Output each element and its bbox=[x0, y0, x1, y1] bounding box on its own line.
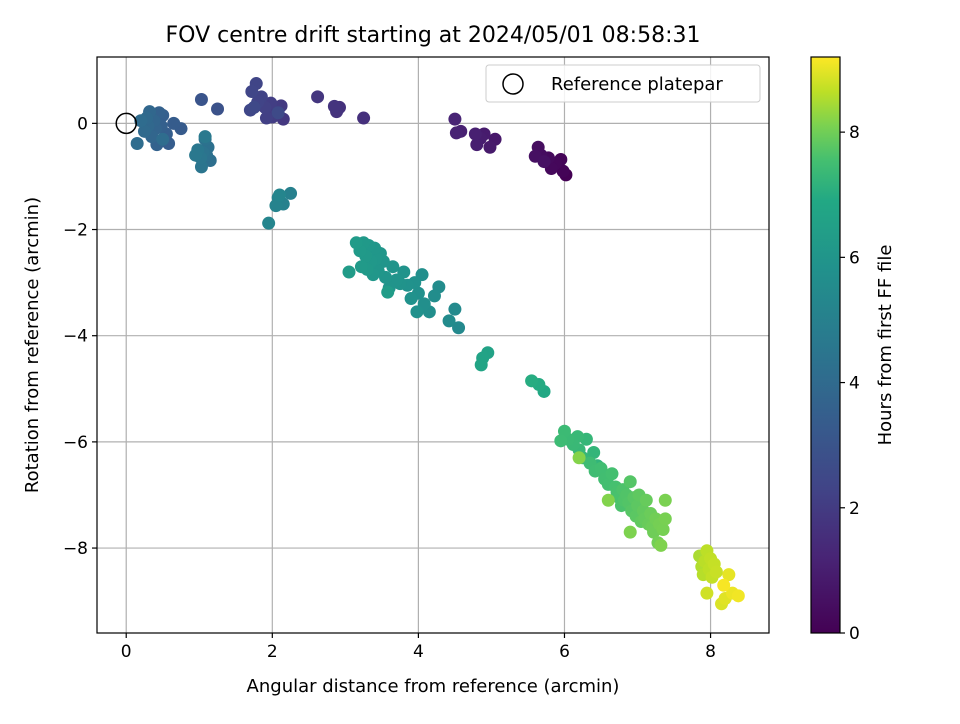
x-tick-label: 2 bbox=[267, 642, 278, 662]
legend-entry-label: Reference platepar bbox=[551, 74, 723, 95]
scatter-point bbox=[572, 451, 586, 465]
colorbar-tick-label: 4 bbox=[849, 374, 860, 394]
scatter-point bbox=[211, 102, 225, 116]
x-tick-label: 0 bbox=[121, 642, 132, 662]
x-tick-label: 8 bbox=[705, 642, 716, 662]
scatter-point bbox=[311, 90, 325, 104]
scatter-point bbox=[404, 292, 418, 306]
x-axis-label: Angular distance from reference (arcmin) bbox=[247, 676, 620, 697]
scatter-point bbox=[452, 321, 466, 335]
scatter-points bbox=[130, 77, 745, 611]
scatter-point bbox=[654, 538, 668, 552]
scatter-point bbox=[448, 302, 462, 316]
scatter-point bbox=[717, 578, 731, 592]
scatter-point bbox=[623, 525, 637, 539]
scatter-point bbox=[587, 446, 601, 460]
y-axis-ticks: 0 −2 −4 −6 −8 bbox=[63, 114, 97, 559]
colorbar-tick-label: 6 bbox=[849, 248, 860, 268]
scatter-point bbox=[537, 155, 551, 169]
x-axis-ticks: 0 2 4 6 8 bbox=[121, 633, 716, 662]
scatter-point bbox=[448, 112, 462, 126]
scatter-point bbox=[658, 512, 672, 526]
scatter-point bbox=[605, 467, 619, 481]
scatter-point bbox=[137, 124, 151, 138]
scatter-point bbox=[247, 100, 261, 114]
scatter-point bbox=[327, 99, 341, 113]
colorbar-tick-label: 8 bbox=[849, 123, 860, 143]
scatter-point bbox=[709, 565, 723, 579]
scatter-point bbox=[594, 461, 608, 475]
scatter-point bbox=[342, 265, 356, 279]
scatter-point bbox=[483, 140, 497, 154]
scatter-point bbox=[259, 111, 273, 125]
scatter-point bbox=[354, 260, 368, 274]
scatter-point bbox=[658, 493, 672, 507]
scatter-point bbox=[722, 568, 736, 582]
scatter-point bbox=[468, 127, 482, 141]
scatter-point bbox=[656, 522, 670, 536]
reference-marker bbox=[115, 112, 137, 135]
scatter-point bbox=[442, 314, 456, 328]
scatter-point bbox=[410, 305, 424, 319]
colorbar-ticks: 0 2 4 6 8 bbox=[840, 123, 860, 644]
colorbar-tick-label: 2 bbox=[849, 499, 860, 519]
y-tick-label: −8 bbox=[63, 539, 88, 559]
plot-frame bbox=[96, 56, 770, 634]
scatter-point bbox=[427, 289, 441, 303]
scatter-point bbox=[554, 434, 568, 448]
y-axis-label: Rotation from reference (arcmin) bbox=[22, 197, 43, 493]
scatter-point bbox=[134, 114, 148, 128]
scatter-point bbox=[357, 111, 371, 125]
scatter-point bbox=[156, 132, 170, 146]
scatter-point bbox=[269, 199, 283, 213]
scatter-point bbox=[167, 116, 181, 130]
scatter-point bbox=[271, 106, 285, 120]
scatter-point bbox=[601, 493, 615, 507]
scatter-point bbox=[189, 148, 203, 162]
scatter-point bbox=[623, 475, 637, 489]
scatter-point bbox=[525, 374, 539, 388]
scatter-point bbox=[639, 493, 653, 507]
colorbar bbox=[810, 56, 841, 634]
scatter-point bbox=[245, 85, 259, 99]
x-tick-label: 6 bbox=[559, 642, 570, 662]
legend-box bbox=[485, 64, 761, 103]
scatter-point bbox=[284, 186, 298, 200]
scatter-point bbox=[470, 138, 484, 152]
x-tick-label: 4 bbox=[413, 642, 424, 662]
grid-lines bbox=[97, 57, 769, 633]
scatter-point bbox=[130, 137, 144, 151]
scatter-point bbox=[700, 586, 714, 600]
y-tick-label: −2 bbox=[63, 221, 88, 241]
colorbar-tick-label: 0 bbox=[849, 624, 860, 644]
scatter-point bbox=[262, 216, 276, 230]
y-tick-label: −6 bbox=[63, 433, 88, 453]
scatter-point bbox=[731, 589, 745, 603]
scatter-point bbox=[194, 92, 208, 106]
scatter-point bbox=[449, 126, 463, 140]
scatter-point bbox=[273, 188, 287, 202]
legend-open-circle-marker bbox=[502, 73, 524, 95]
chart-title: FOV centre drift starting at 2024/05/01 … bbox=[166, 23, 701, 48]
scatter-point bbox=[386, 260, 400, 274]
scatter-point bbox=[474, 358, 488, 372]
scatter-point bbox=[381, 285, 395, 299]
scatter-point bbox=[198, 130, 212, 144]
scatter-point bbox=[349, 236, 363, 250]
legend: Reference platepar bbox=[485, 64, 761, 103]
y-tick-label: 0 bbox=[77, 114, 88, 134]
y-tick-label: −4 bbox=[63, 327, 88, 347]
colorbar-label: Hours from first FF file bbox=[875, 245, 896, 446]
